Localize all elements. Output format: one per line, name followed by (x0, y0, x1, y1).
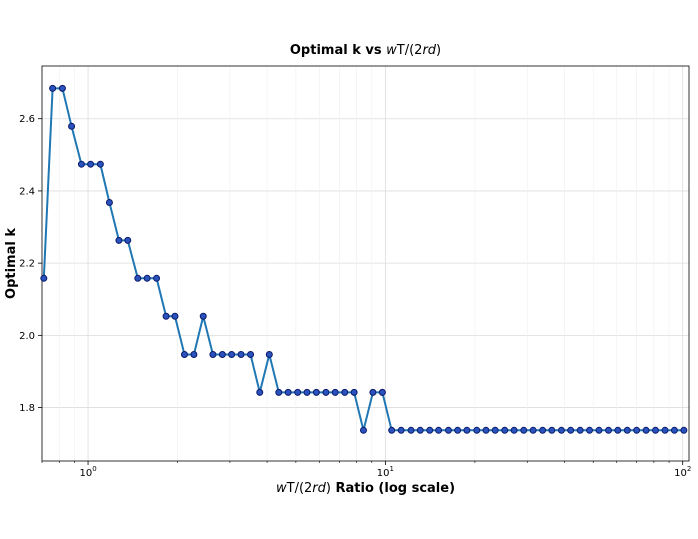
data-point (341, 388, 349, 396)
y-tick-label: 1.8 (19, 403, 35, 414)
data-point (228, 350, 236, 358)
data-point (303, 388, 311, 396)
data-point (49, 84, 57, 92)
grid (41, 66, 689, 461)
data-point (369, 388, 377, 396)
axis-ticks: 1.8 2.0 2.2 2.4 2.6 100 101 102 (19, 114, 691, 479)
x-label-math-t: T/(2 (286, 481, 313, 496)
data-point (162, 312, 170, 320)
data-point (463, 426, 471, 434)
x-axis-label: wT/(2rd) Ratio (log scale) (276, 481, 455, 496)
data-point (529, 426, 537, 434)
data-point (586, 426, 594, 434)
data-point (237, 350, 245, 358)
data-point (58, 84, 66, 92)
chart-title-math-close: ) (436, 43, 441, 58)
data-point (539, 426, 547, 434)
data-point (171, 312, 179, 320)
data-point (426, 426, 434, 434)
data-point (670, 426, 678, 434)
x-tick-label: 102 (674, 465, 691, 479)
data-point (482, 426, 490, 434)
data-point (87, 160, 95, 168)
data-point (661, 426, 669, 434)
data-point (294, 388, 302, 396)
data-point (256, 388, 264, 396)
data-point (124, 236, 132, 244)
data-point (642, 426, 650, 434)
data-point (520, 426, 528, 434)
data-point (614, 426, 622, 434)
data-point (491, 426, 499, 434)
data-point (548, 426, 556, 434)
chart-title-main: Optimal k vs (290, 43, 386, 58)
data-point (284, 388, 292, 396)
data-point (134, 274, 142, 282)
series-layer (40, 84, 688, 434)
data-point (247, 350, 255, 358)
data-point (651, 426, 659, 434)
y-tick-label: 2.4 (19, 186, 35, 197)
series-line (42, 87, 684, 432)
data-point (199, 312, 207, 320)
data-point (209, 350, 217, 358)
data-point (350, 388, 358, 396)
data-point (680, 426, 688, 434)
data-point (557, 426, 565, 434)
data-point (595, 426, 603, 434)
data-point (435, 426, 443, 434)
data-point (322, 388, 330, 396)
data-point (388, 426, 396, 434)
chart-title: Optimal k vs wT/(2rd) (290, 43, 441, 58)
data-point (605, 426, 613, 434)
x-label-math-rd: rd (312, 481, 326, 496)
data-point (510, 426, 518, 434)
x-tick-label: 101 (377, 465, 394, 479)
data-point (397, 426, 405, 434)
data-point (454, 426, 462, 434)
data-point (68, 122, 76, 130)
x-tick-label: 100 (79, 465, 96, 479)
data-point (416, 426, 424, 434)
chart-title-math-w: w (386, 43, 397, 58)
data-point (444, 426, 452, 434)
x-label-math-w: w (276, 481, 287, 496)
data-point (77, 160, 85, 168)
data-point (359, 426, 367, 434)
data-point (567, 426, 575, 434)
y-tick-label: 2.2 (19, 259, 35, 270)
chart-title-math-t: T/(2 (396, 43, 423, 58)
data-point (218, 350, 226, 358)
data-point (190, 350, 198, 358)
data-point (378, 388, 386, 396)
data-point (331, 388, 339, 396)
data-point (275, 388, 283, 396)
data-point (576, 426, 584, 434)
data-point (623, 426, 631, 434)
y-tick-label: 2.0 (19, 331, 35, 342)
data-point (96, 160, 104, 168)
data-point (407, 426, 415, 434)
data-point (40, 274, 48, 282)
data-point (265, 350, 273, 358)
data-point (115, 236, 123, 244)
x-label-rest: Ratio (log scale) (331, 481, 455, 496)
data-point (180, 350, 188, 358)
data-point (105, 198, 113, 206)
data-point (143, 274, 151, 282)
x-label-math-close: ) (326, 481, 331, 496)
y-axis-label: Optimal k (4, 228, 19, 299)
data-point (473, 426, 481, 434)
data-point (153, 274, 161, 282)
data-point (633, 426, 641, 434)
data-point (312, 388, 320, 396)
y-tick-label: 2.6 (19, 114, 35, 125)
data-point (501, 426, 509, 434)
chart-title-math-rd: rd (422, 43, 436, 58)
